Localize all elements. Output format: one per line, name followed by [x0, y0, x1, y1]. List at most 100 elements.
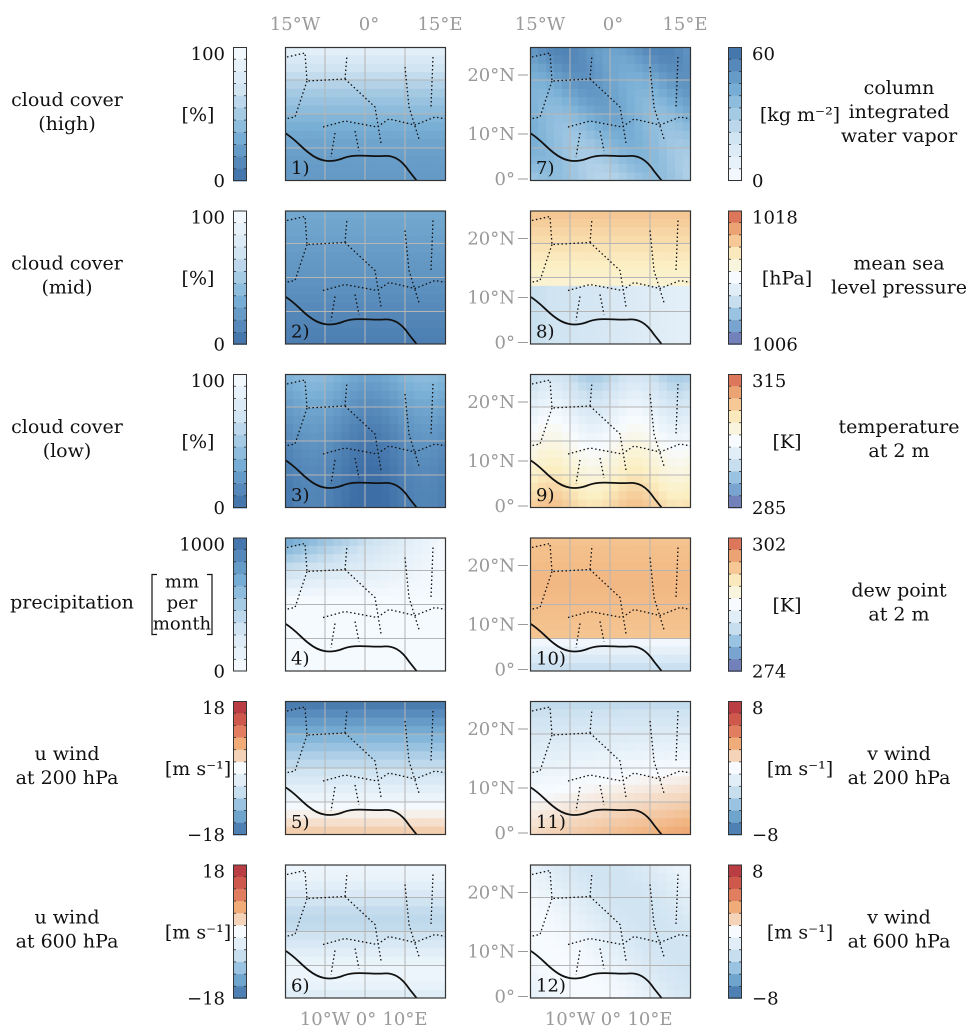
field-cell — [538, 596, 547, 605]
map-panel-2: 2) — [285, 211, 447, 346]
field-cell — [293, 97, 302, 106]
field-cell — [659, 743, 668, 752]
field-cell — [390, 252, 399, 261]
field-cell — [430, 810, 439, 819]
field-cell — [301, 940, 310, 949]
field-cell — [309, 449, 318, 458]
field-cell — [301, 605, 310, 614]
field-cell — [349, 106, 358, 115]
field-cell — [414, 760, 423, 769]
field-cell — [611, 122, 620, 131]
field-cell — [627, 554, 636, 563]
field-cell — [611, 906, 620, 915]
colorbar-step — [728, 108, 742, 121]
field-cell — [530, 588, 539, 597]
field-cell — [611, 630, 620, 639]
field-cell — [349, 621, 358, 630]
field-cell — [594, 646, 603, 655]
field-cell — [619, 278, 628, 287]
field-cell — [285, 278, 294, 287]
field-cell — [635, 709, 644, 718]
field-cell — [659, 139, 668, 148]
field-cell — [675, 810, 684, 819]
field-cell — [430, 655, 439, 664]
top-longitude-label: 15°W — [270, 14, 321, 35]
colorbar-1 — [233, 47, 247, 181]
field-cell — [635, 311, 644, 320]
field-cell — [659, 596, 668, 605]
field-cell — [430, 219, 439, 228]
field-cell — [675, 923, 684, 932]
field-cell — [325, 374, 334, 383]
field-cell — [422, 148, 431, 157]
field-cell — [554, 408, 563, 417]
field-cell — [285, 906, 294, 915]
field-cell — [406, 915, 415, 924]
latitude-label: 20°N — [467, 65, 515, 86]
field-cell — [619, 81, 628, 90]
field-cell — [611, 613, 620, 622]
field-cell — [627, 982, 636, 991]
field-cell — [309, 709, 318, 718]
field-cell — [366, 391, 375, 400]
field-cell — [578, 538, 587, 547]
field-cell — [667, 211, 676, 220]
field-cell — [635, 261, 644, 270]
field-cell — [374, 303, 383, 312]
field-cell — [667, 751, 676, 760]
field-cell — [651, 211, 660, 220]
field-cell — [594, 286, 603, 295]
field-cell — [382, 973, 391, 982]
colorbar-step — [728, 120, 742, 133]
field-cell — [341, 630, 350, 639]
field-cell — [333, 906, 342, 915]
field-cell — [341, 64, 350, 73]
field-cell — [349, 810, 358, 819]
field-cell — [374, 932, 383, 941]
field-cell — [594, 156, 603, 165]
field-cell — [366, 156, 375, 165]
field-cell — [430, 760, 439, 769]
field-cell — [554, 449, 563, 458]
colorbar-step — [728, 865, 742, 878]
field-cell — [635, 865, 644, 874]
field-cell — [546, 458, 555, 467]
field-cell — [293, 785, 302, 794]
field-cell — [594, 973, 603, 982]
field-cell — [659, 311, 668, 320]
field-cell — [293, 64, 302, 73]
field-cell — [414, 219, 423, 228]
field-cell — [538, 948, 547, 957]
field-cell — [390, 311, 399, 320]
field-cell — [349, 382, 358, 391]
field-cell — [333, 374, 342, 383]
field-cell — [390, 873, 399, 882]
field-cell — [390, 621, 399, 630]
field-cell — [333, 538, 342, 547]
field-cell — [570, 97, 579, 106]
field-cell — [570, 932, 579, 941]
field-cell — [667, 81, 676, 90]
colorbar-step — [233, 332, 247, 345]
field-cell — [390, 915, 399, 924]
field-cell — [406, 638, 415, 647]
field-cell — [430, 156, 439, 165]
field-cell — [293, 374, 302, 383]
field-cell — [390, 932, 399, 941]
field-cell — [651, 596, 660, 605]
field-cell — [659, 219, 668, 228]
field-cell — [285, 148, 294, 157]
field-cell — [635, 294, 644, 303]
field-cell — [406, 957, 415, 966]
field-cell — [382, 915, 391, 924]
field-cell — [530, 718, 539, 727]
field-cell — [530, 701, 539, 710]
field-cell — [390, 655, 399, 664]
field-cell — [530, 114, 539, 123]
field-cell — [374, 768, 383, 777]
field-cell — [422, 164, 431, 173]
field-cell — [341, 701, 350, 710]
field-cell — [325, 441, 334, 450]
field-cell — [366, 818, 375, 827]
field-cell — [414, 743, 423, 752]
